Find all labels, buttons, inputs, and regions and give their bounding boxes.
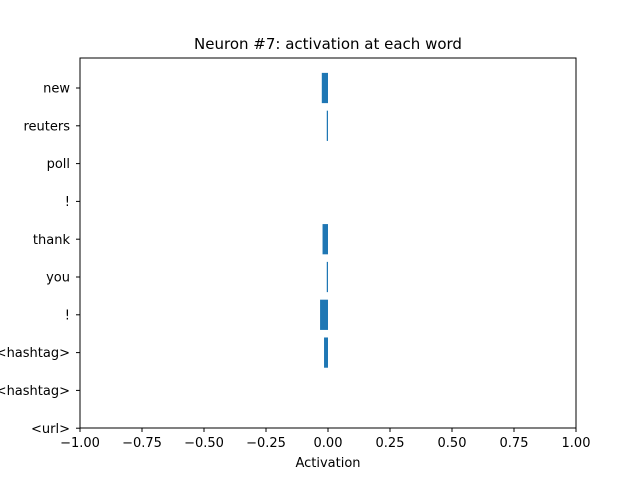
- x-tick-label-6: 0.50: [438, 436, 467, 451]
- x-tick-label-5: 0.25: [376, 436, 405, 451]
- y-tick-label-4: thank: [33, 233, 71, 248]
- y-tick-label-5: you: [46, 271, 70, 286]
- y-tick-label-7: <hashtag>: [0, 346, 70, 361]
- y-tick-label-9: <url>: [31, 422, 70, 437]
- chart-title: Neuron #7: activation at each word: [194, 35, 462, 53]
- bar-1: [326, 110, 328, 141]
- bars-layer: [320, 72, 328, 368]
- x-tick-label-7: 0.75: [500, 436, 529, 451]
- y-tick-label-3: !: [65, 195, 70, 210]
- x-tick-label-3: −0.25: [246, 436, 286, 451]
- y-tick-label-8: <hashtag>: [0, 384, 70, 399]
- x-axis-ticks: −1.00 −0.75 −0.50 −0.25 0.00 0.25 0.50 0.75 1.00: [60, 428, 590, 451]
- y-axis-ticks: new reuters poll! thank you! <hashtag> <hashta…: [0, 82, 80, 437]
- x-tick-label-2: −0.50: [184, 436, 224, 451]
- x-tick-label-0: −1.00: [60, 436, 100, 451]
- y-tick-label-0: new: [43, 82, 70, 97]
- bar-7: [324, 337, 328, 368]
- y-tick-label-1: reuters: [23, 119, 70, 134]
- y-tick-label-2: poll: [47, 157, 70, 172]
- x-tick-label-1: −0.75: [122, 436, 162, 451]
- bar-6: [320, 299, 328, 330]
- x-axis-label: Activation: [295, 456, 360, 471]
- x-tick-label-4: 0.00: [314, 436, 343, 451]
- bar-4: [322, 224, 328, 255]
- y-tick-label-6: !: [65, 308, 70, 323]
- bar-5: [326, 261, 328, 293]
- bar-0: [321, 72, 328, 104]
- x-tick-label-8: 1.00: [562, 436, 591, 451]
